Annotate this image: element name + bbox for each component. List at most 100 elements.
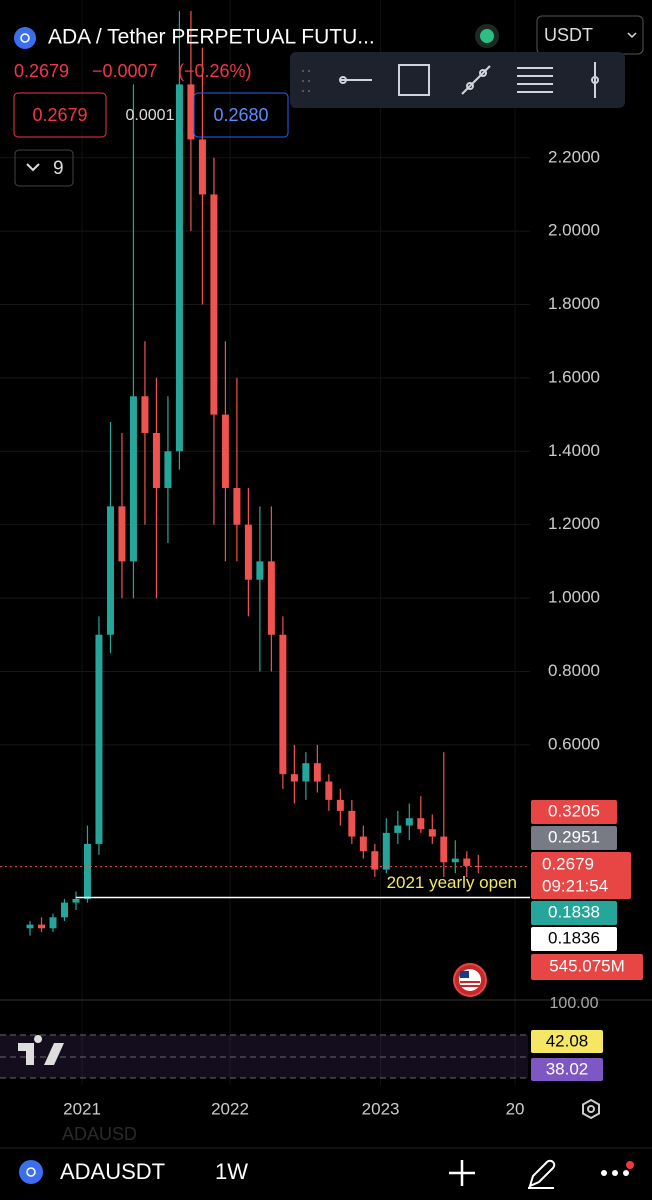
y-tick-label: 1.2000: [548, 514, 600, 533]
notification-dot: [626, 1161, 634, 1169]
candle-body: [129, 396, 137, 562]
candle-body: [233, 487, 241, 525]
candle-body: [463, 858, 471, 866]
candle-body: [417, 818, 425, 830]
trend-dot: [479, 69, 487, 77]
y-tick-label: 1.0000: [548, 588, 600, 607]
candle-body: [394, 825, 402, 833]
tag-volume: [531, 954, 643, 980]
level-label: 2021 yearly open: [387, 873, 517, 892]
footer-logo: [19, 1160, 43, 1184]
x-tick-label: 2023: [362, 1099, 400, 1118]
candle-body: [106, 506, 114, 635]
spread: 0.0001: [126, 107, 175, 124]
trend-dot: [466, 82, 474, 90]
tag-prev-text: 0.2951: [548, 827, 600, 846]
sell-box[interactable]: [13, 92, 107, 138]
candle-body: [141, 396, 149, 433]
indicator-count: 9: [53, 158, 64, 179]
candle-body: [198, 139, 206, 195]
candle-body: [83, 843, 91, 899]
indicators-toggle[interactable]: [14, 149, 74, 187]
symbol-title[interactable]: ADA / Tether PERPETUAL FUTU...: [48, 26, 375, 49]
candle-body: [313, 763, 321, 782]
candle-body: [428, 829, 436, 837]
chevron: [26, 163, 40, 172]
draw-button[interactable]: [528, 1159, 556, 1189]
fib-tool[interactable]: [517, 67, 553, 93]
vline-dot: [591, 76, 599, 84]
currency-label: USDT: [544, 25, 593, 45]
x-tick-label: 2022: [211, 1099, 249, 1118]
tag-high-text: 0.3205: [548, 801, 600, 820]
candle-body: [95, 634, 103, 844]
price-change: −0.0007: [92, 61, 158, 81]
candle-body: [302, 763, 310, 782]
rsi-ma-value: 38.02: [546, 1059, 589, 1078]
add-button[interactable]: [449, 1160, 475, 1186]
candle-body: [60, 902, 68, 918]
drawing-toolbar: [290, 52, 625, 108]
last-price: 0.2679: [14, 61, 69, 81]
event-flag-canton: [460, 971, 469, 978]
y-tick-label: 0.8000: [548, 661, 600, 680]
coin-logo: [14, 27, 36, 49]
candle-body: [187, 84, 195, 140]
tag-last-text: 0.2679: [542, 854, 594, 873]
candle-body: [382, 832, 390, 870]
chevron: [627, 32, 637, 39]
drag-handle[interactable]: [302, 70, 310, 92]
tag-high: [531, 800, 617, 824]
line-tool-dot: [339, 76, 347, 84]
tag-low: [531, 927, 617, 951]
rsi-levels: [0, 1034, 528, 1079]
candle-body: [175, 84, 183, 452]
time-axis: 2021 2022 2023 20: [63, 1099, 524, 1118]
settings-icon[interactable]: [582, 1098, 600, 1120]
rsi-tag: [531, 1030, 603, 1053]
candle-body: [371, 851, 379, 870]
status-dot: [480, 29, 494, 43]
y-tick-label: 1.6000: [548, 367, 600, 386]
rect-tool[interactable]: [398, 64, 430, 96]
candle-body: [279, 634, 287, 775]
candle-body: [26, 924, 34, 929]
x-tick-label: 20: [506, 1099, 525, 1118]
rsi-value: 42.08: [546, 1031, 589, 1050]
candle-body: [451, 858, 459, 863]
candle-body: [256, 561, 264, 580]
price-chart: 0.6000 0.8000 1.0000 1.2000 1.4000 1.6000 1.80…: [0, 0, 600, 1085]
more-dot: [623, 1170, 629, 1176]
candle-body: [348, 810, 356, 837]
footer-symbol[interactable]: ADAUSDT: [60, 1159, 165, 1184]
tag-last: [531, 852, 631, 899]
candle-body: [267, 561, 275, 635]
y-tick-label: 1.8000: [548, 294, 600, 313]
bid-price: 0.2679: [32, 105, 87, 125]
more-dot[interactable]: [601, 1170, 607, 1176]
tag-level: [531, 901, 617, 925]
candle-body: [118, 506, 126, 562]
candle-body: [72, 898, 80, 903]
more-dot: [612, 1170, 618, 1176]
candle-body: [244, 524, 252, 580]
tag-countdown: 09:21:54: [542, 876, 608, 895]
candle-body: [440, 836, 448, 863]
price-change-pct: (−0.26%): [178, 61, 252, 81]
candle-body: [49, 917, 57, 929]
ask-price: 0.2680: [213, 105, 268, 125]
buy-box[interactable]: [193, 92, 289, 138]
event-flag-stripes: [460, 981, 480, 987]
footer-interval[interactable]: 1W: [215, 1159, 248, 1184]
candle-body: [290, 774, 298, 782]
x-tick-label: 2021: [63, 1099, 101, 1118]
y-tick-label: 2.0000: [548, 221, 600, 240]
candle-body: [152, 432, 160, 488]
footer-logo-mark: [26, 1167, 36, 1177]
candle-body: [336, 799, 344, 811]
rsi-top: 100.00: [550, 995, 599, 1012]
candle-body: [210, 194, 218, 415]
candle-body: [37, 924, 45, 929]
candle-body: [405, 818, 413, 826]
